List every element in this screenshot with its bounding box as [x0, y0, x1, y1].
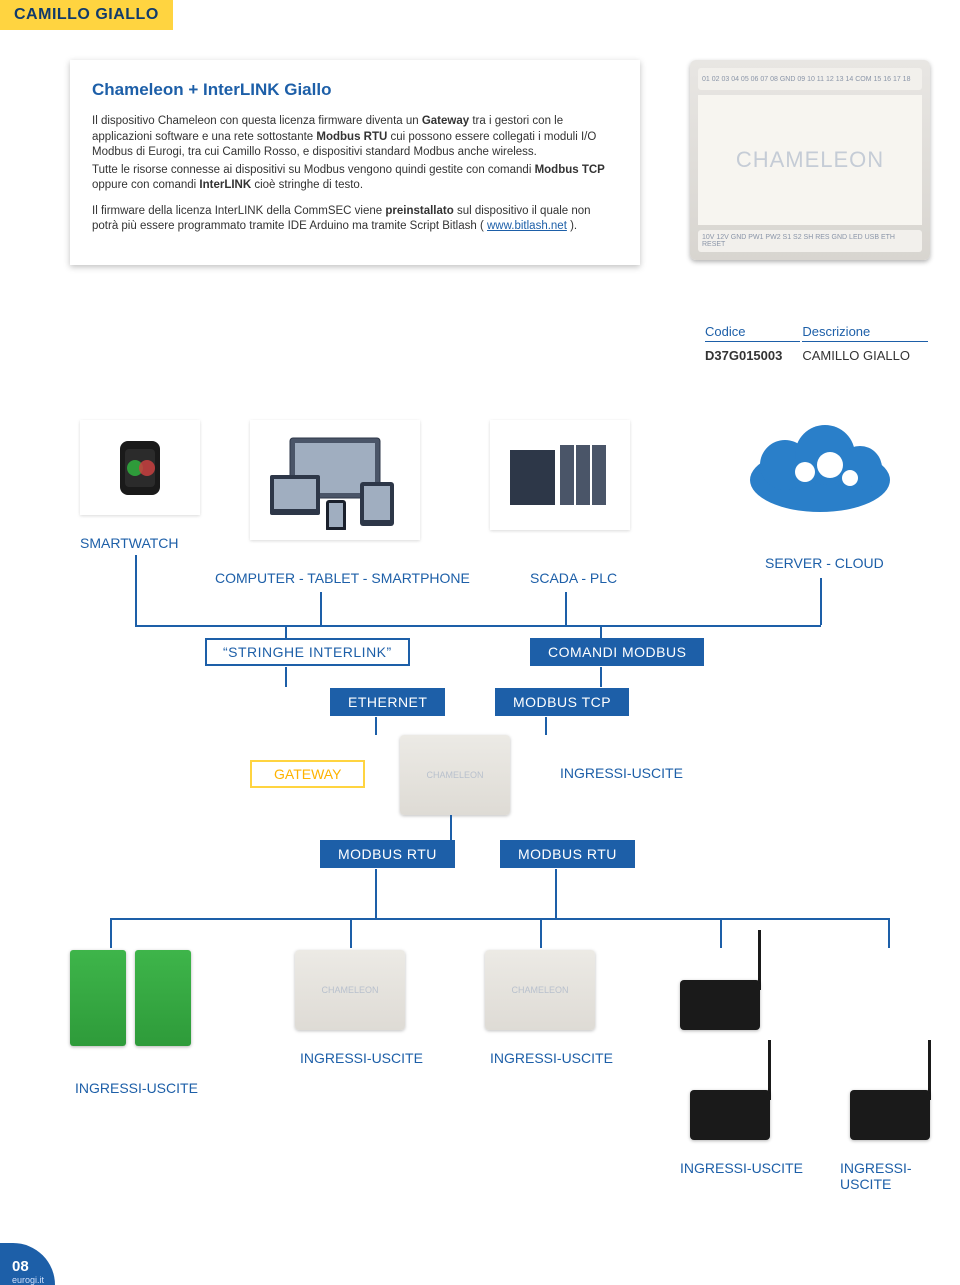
wireless-device-3	[690, 1090, 770, 1140]
text: Tutte le risorse connesse ai dispositivi…	[92, 164, 535, 176]
gateway-device-image: CHAMELEON	[400, 735, 510, 815]
link-text: www.bitlash.net	[487, 220, 567, 232]
table-header-desc: Descrizione	[802, 322, 928, 342]
label-computer: COMPUTER - TABLET - SMARTPHONE	[215, 570, 470, 586]
text: ).	[567, 220, 577, 232]
connector	[375, 717, 377, 735]
text: Il firmware della licenza InterLINK dell…	[92, 205, 385, 217]
box-modbus-rtu-right: MODBUS RTU	[500, 840, 635, 868]
smartwatch-image	[80, 420, 200, 515]
connector	[545, 717, 547, 735]
chameleon-device-2: CHAMELEON	[485, 950, 595, 1030]
green-module-left	[70, 950, 126, 1046]
connector	[820, 578, 822, 625]
box-gateway: GATEWAY	[250, 760, 365, 788]
wireless-device-2	[850, 1090, 930, 1140]
table-row: D37G015003 CAMILLO GIALLO	[705, 344, 928, 365]
box-stringhe: “STRINGHE INTERLINK”	[205, 638, 410, 666]
label-smartwatch: SMARTWATCH	[80, 535, 179, 551]
connector	[540, 918, 542, 948]
quote-close: ”	[387, 644, 392, 660]
connector	[110, 918, 890, 920]
green-module-right	[135, 950, 191, 1046]
connector	[320, 592, 322, 625]
device-top-labels: 01 02 03 04 05 06 07 08 GND 09 10 11 12 …	[698, 68, 922, 90]
text-bold: Modbus RTU	[316, 131, 387, 143]
table-header-code: Codice	[705, 322, 800, 342]
page-title-tab: CAMILLO GIALLO	[0, 0, 173, 30]
connector	[375, 869, 377, 919]
device-mid-label: CHAMELEON	[698, 95, 922, 225]
connector	[888, 918, 890, 948]
footer-site: eurogi.it	[12, 1275, 44, 1285]
connector	[600, 625, 602, 638]
label-ingressi-2: INGRESSI-USCITE	[300, 1050, 423, 1066]
label-ingressi-4: INGRESSI-USCITE	[680, 1160, 803, 1176]
device-bottom-labels: 10V 12V GND PW1 PW2 S1 S2 SH RES GND LED…	[698, 230, 922, 252]
text: STRINGHE INTERLINK	[228, 644, 386, 660]
wireless-device-1	[680, 980, 760, 1030]
box-comandi: COMANDI MODBUS	[530, 638, 704, 666]
box-modbus-rtu-left: MODBUS RTU	[320, 840, 455, 868]
scada-plc-image	[490, 420, 630, 530]
connector	[450, 815, 452, 840]
card-paragraph-3: Il firmware della licenza InterLINK dell…	[92, 204, 618, 235]
text-bold: InterLINK	[199, 179, 251, 191]
label-ingressi-3: INGRESSI-USCITE	[490, 1050, 613, 1066]
connector	[720, 918, 722, 948]
table-cell-code: D37G015003	[705, 344, 800, 365]
connector	[350, 918, 352, 948]
device-image: 01 02 03 04 05 06 07 08 GND 09 10 11 12 …	[690, 60, 930, 260]
description-card: Chameleon + InterLINK Giallo Il disposit…	[70, 60, 640, 265]
label-ingressi-gateway: INGRESSI-USCITE	[560, 765, 683, 781]
label-server: SERVER - CLOUD	[765, 555, 884, 571]
label-scada: SCADA - PLC	[530, 570, 617, 586]
label-ingressi-5: INGRESSI-USCITE	[840, 1160, 960, 1192]
text: cioè stringhe di testo.	[251, 179, 363, 191]
devices-image	[250, 420, 420, 540]
connector	[600, 667, 602, 687]
page-number: 08	[12, 1258, 29, 1275]
page-title: CAMILLO GIALLO	[14, 6, 159, 23]
connector	[110, 918, 112, 948]
text-bold: Gateway	[422, 115, 469, 127]
text: Il dispositivo Chameleon con questa lice…	[92, 115, 422, 127]
cloud-image	[740, 420, 900, 520]
connector	[565, 592, 567, 625]
text-bold: preinstallato	[385, 205, 453, 217]
card-paragraph-2: Tutte le risorse connesse ai dispositivi…	[92, 163, 618, 194]
product-code-table: Codice Descrizione D37G015003 CAMILLO GI…	[703, 320, 930, 367]
card-paragraph-1: Il dispositivo Chameleon con questa lice…	[92, 114, 618, 161]
text-bold: Modbus TCP	[535, 164, 605, 176]
box-modbus-tcp: MODBUS TCP	[495, 688, 629, 716]
connector	[135, 625, 821, 627]
connector	[285, 625, 287, 638]
text: oppure con comandi	[92, 179, 199, 191]
table-cell-desc: CAMILLO GIALLO	[802, 344, 928, 365]
card-title: Chameleon + InterLINK Giallo	[92, 80, 618, 100]
connector	[285, 667, 287, 687]
connector	[135, 555, 137, 625]
box-ethernet: ETHERNET	[330, 688, 445, 716]
label-ingressi-1: INGRESSI-USCITE	[75, 1080, 198, 1096]
chameleon-device-1: CHAMELEON	[295, 950, 405, 1030]
flow-diagram: SMARTWATCH COMPUTER - TABLET - SMARTPHON…	[0, 420, 960, 1250]
connector	[555, 869, 557, 919]
